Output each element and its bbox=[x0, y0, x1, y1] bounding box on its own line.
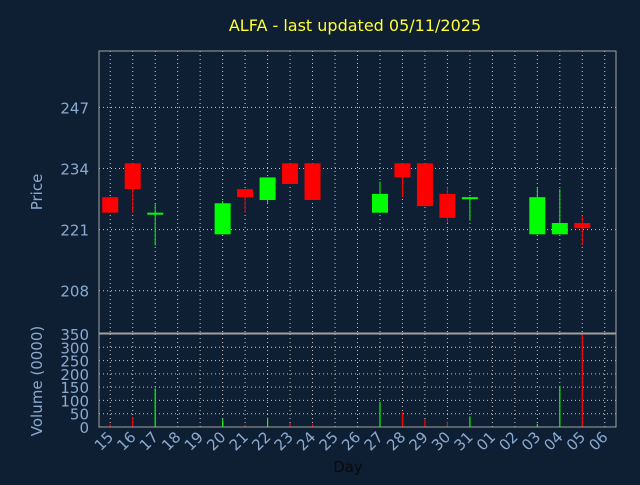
price-tick-label: 208 bbox=[60, 283, 89, 301]
price-tick-label: 247 bbox=[60, 99, 89, 117]
candle-body bbox=[551, 223, 568, 235]
candle-body bbox=[416, 163, 433, 207]
candle-body bbox=[461, 197, 478, 200]
candle-body bbox=[214, 203, 231, 235]
volume-tick-label: 250 bbox=[60, 353, 89, 371]
candle-body bbox=[304, 163, 321, 200]
volume-tick-label: 0 bbox=[79, 419, 89, 437]
volume-tick-label: 150 bbox=[60, 379, 89, 397]
x-axis: 1516171819202122232425262728293031010203… bbox=[91, 428, 612, 454]
candle-body bbox=[237, 189, 254, 198]
volume-tick-label: 350 bbox=[60, 326, 89, 344]
price-axis-label: Price bbox=[28, 174, 46, 211]
price-tick-label: 221 bbox=[60, 222, 89, 240]
candle-body bbox=[282, 163, 299, 185]
candle-body bbox=[394, 163, 411, 178]
candle-body bbox=[574, 223, 591, 229]
candle-body bbox=[529, 197, 546, 235]
candle-body bbox=[147, 212, 164, 215]
candle-body bbox=[102, 197, 119, 213]
price-frame bbox=[98, 50, 617, 334]
volume-frame bbox=[98, 333, 617, 428]
volume-axis-label: Volume (0000) bbox=[28, 326, 46, 436]
candle-body bbox=[124, 163, 141, 190]
chart-title: ALFA - last updated 05/11/2025 bbox=[229, 16, 481, 35]
x-axis-label: Day bbox=[333, 458, 363, 476]
volume-tick-label: 200 bbox=[60, 366, 89, 384]
volume-tick-label: 300 bbox=[60, 339, 89, 357]
candle-body bbox=[439, 193, 456, 218]
volume-tick-label: 100 bbox=[60, 392, 89, 410]
price-tick-label: 234 bbox=[60, 161, 89, 179]
candle-body bbox=[259, 177, 276, 200]
volume-tick-label: 50 bbox=[70, 406, 89, 424]
candle-body bbox=[371, 193, 388, 213]
price-panel: 208 221 234 247 bbox=[60, 50, 617, 334]
